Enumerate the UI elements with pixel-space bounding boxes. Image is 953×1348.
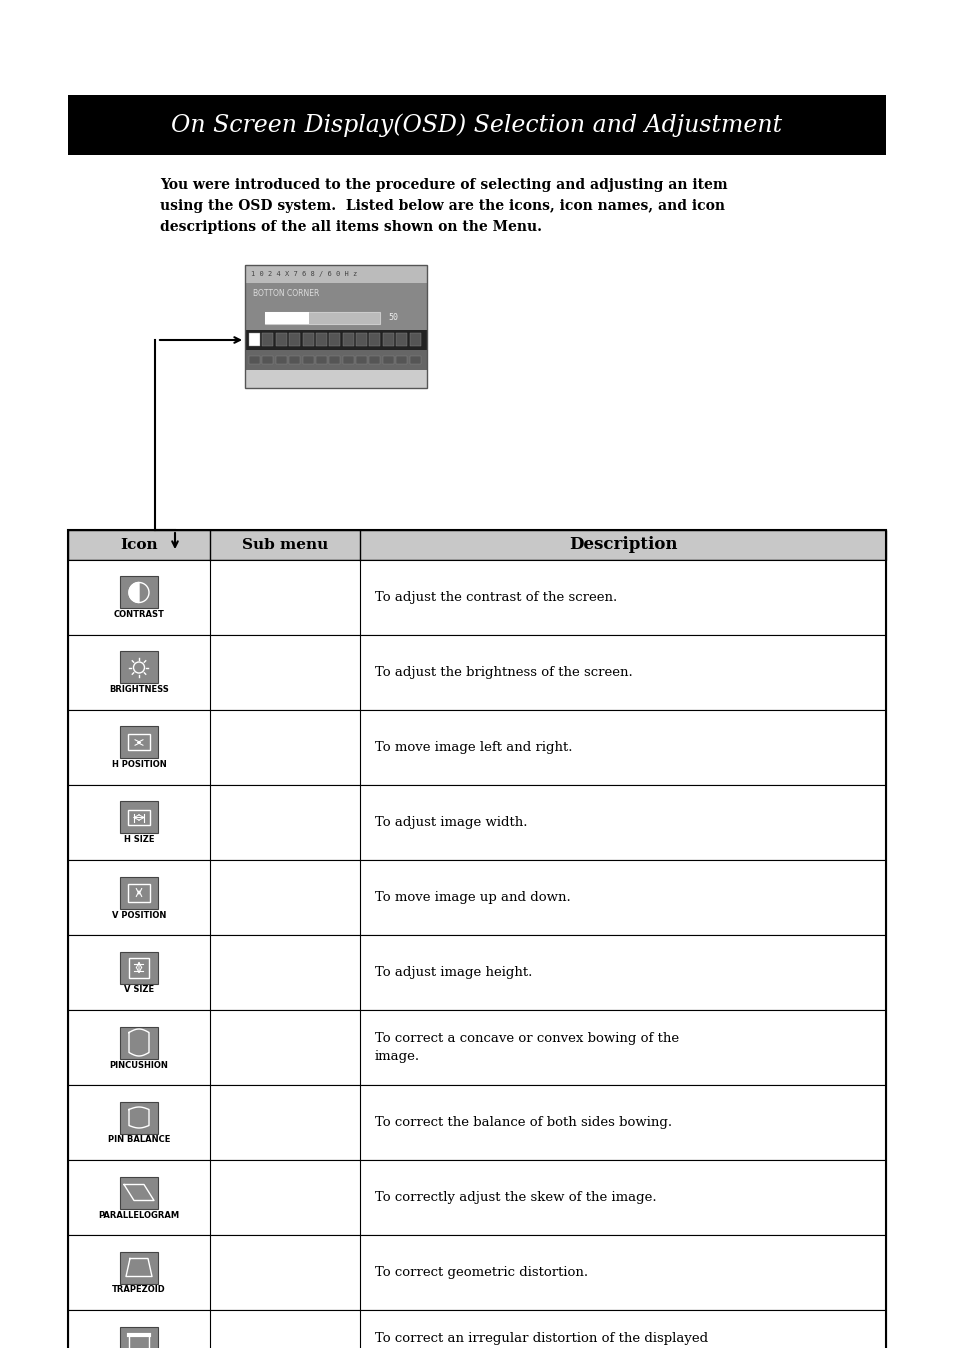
Text: BOTTON CORNER: BOTTON CORNER (253, 290, 319, 298)
Bar (275, 356, 287, 364)
Bar (315, 356, 327, 364)
Bar (120, 1026, 158, 1058)
Text: H SIZE: H SIZE (124, 836, 154, 844)
Text: 50: 50 (388, 313, 397, 322)
Text: To adjust the contrast of the screen.: To adjust the contrast of the screen. (375, 590, 617, 604)
Bar (395, 356, 407, 364)
Bar (245, 266, 427, 388)
Bar (275, 333, 287, 346)
Text: PINCUSHION: PINCUSHION (110, 1061, 169, 1069)
Text: To move image up and down.: To move image up and down. (375, 891, 570, 905)
Bar (355, 333, 367, 346)
Bar (409, 333, 420, 346)
Bar (289, 333, 300, 346)
Text: PARALLELOGRAM: PARALLELOGRAM (98, 1211, 179, 1220)
Text: Sub menu: Sub menu (242, 538, 328, 551)
Text: To correct a concave or convex bowing of the
image.: To correct a concave or convex bowing of… (375, 1033, 679, 1064)
Bar (245, 283, 427, 305)
Text: You were introduced to the procedure of selecting and adjusting an item
using th: You were introduced to the procedure of … (160, 178, 727, 235)
Bar (329, 333, 340, 346)
Bar (342, 356, 354, 364)
Bar (68, 710, 885, 785)
Bar (120, 952, 158, 984)
Bar (249, 356, 260, 364)
Bar (120, 1326, 158, 1348)
Text: Icon: Icon (120, 538, 157, 551)
Bar (315, 333, 327, 346)
Bar (329, 356, 340, 364)
Bar (265, 311, 379, 324)
Text: H POSITION: H POSITION (112, 760, 166, 770)
Bar (245, 350, 427, 369)
Bar (68, 635, 885, 710)
Bar (120, 876, 158, 909)
Text: To correct an irregular distortion of the displayed
image.: To correct an irregular distortion of th… (375, 1332, 707, 1348)
Bar (245, 330, 427, 350)
Bar (245, 369, 427, 388)
Text: To adjust image height.: To adjust image height. (375, 967, 532, 979)
Bar (68, 530, 885, 1348)
Bar (262, 356, 274, 364)
Bar (395, 333, 407, 346)
Bar (128, 810, 150, 825)
Bar (382, 333, 394, 346)
Bar (302, 333, 314, 346)
Bar (120, 1251, 158, 1283)
Bar (68, 94, 885, 155)
Text: V SIZE: V SIZE (124, 985, 153, 995)
Bar (120, 651, 158, 683)
Text: PIN BALANCE: PIN BALANCE (108, 1135, 170, 1144)
Bar (128, 883, 150, 902)
Bar (68, 530, 885, 559)
Bar (129, 1335, 149, 1348)
Bar (289, 356, 300, 364)
Bar (265, 311, 309, 324)
Text: 1 0 2 4 X 7 6 8 / 6 0 H z: 1 0 2 4 X 7 6 8 / 6 0 H z (251, 271, 356, 276)
Bar (245, 266, 427, 388)
Text: On Screen Display(OSD) Selection and Adjustment: On Screen Display(OSD) Selection and Adj… (172, 113, 781, 136)
Bar (355, 356, 367, 364)
Text: BRIGHTNESS: BRIGHTNESS (109, 686, 169, 694)
Text: To adjust the brightness of the screen.: To adjust the brightness of the screen. (375, 666, 632, 679)
Bar (245, 266, 427, 283)
Bar (68, 1010, 885, 1085)
Text: To correct geometric distortion.: To correct geometric distortion. (375, 1266, 587, 1279)
Text: TRAPEZOID: TRAPEZOID (112, 1286, 166, 1294)
Bar (120, 802, 158, 833)
Bar (409, 356, 420, 364)
Bar (128, 735, 150, 751)
Bar (249, 333, 260, 346)
Bar (245, 305, 427, 330)
Text: V POSITION: V POSITION (112, 910, 166, 919)
Bar (302, 356, 314, 364)
Bar (68, 1085, 885, 1161)
Bar (68, 860, 885, 936)
Bar (382, 356, 394, 364)
Bar (369, 333, 380, 346)
Text: To correct the balance of both sides bowing.: To correct the balance of both sides bow… (375, 1116, 672, 1130)
Bar (68, 559, 885, 635)
Text: To move image left and right.: To move image left and right. (375, 741, 572, 754)
Bar (120, 1101, 158, 1134)
Bar (129, 957, 149, 977)
Bar (342, 333, 354, 346)
Bar (68, 936, 885, 1010)
Text: CONTRAST: CONTRAST (113, 611, 164, 620)
Text: To adjust image width.: To adjust image width. (375, 816, 527, 829)
Bar (68, 785, 885, 860)
Bar (68, 1161, 885, 1235)
Bar (120, 727, 158, 759)
Text: To correctly adjust the skew of the image.: To correctly adjust the skew of the imag… (375, 1192, 656, 1204)
Bar (369, 356, 380, 364)
Bar (262, 333, 274, 346)
Polygon shape (129, 582, 139, 603)
Bar (68, 1235, 885, 1310)
Text: Description: Description (568, 537, 677, 554)
Bar (68, 1310, 885, 1348)
Bar (120, 1177, 158, 1209)
Bar (120, 577, 158, 608)
